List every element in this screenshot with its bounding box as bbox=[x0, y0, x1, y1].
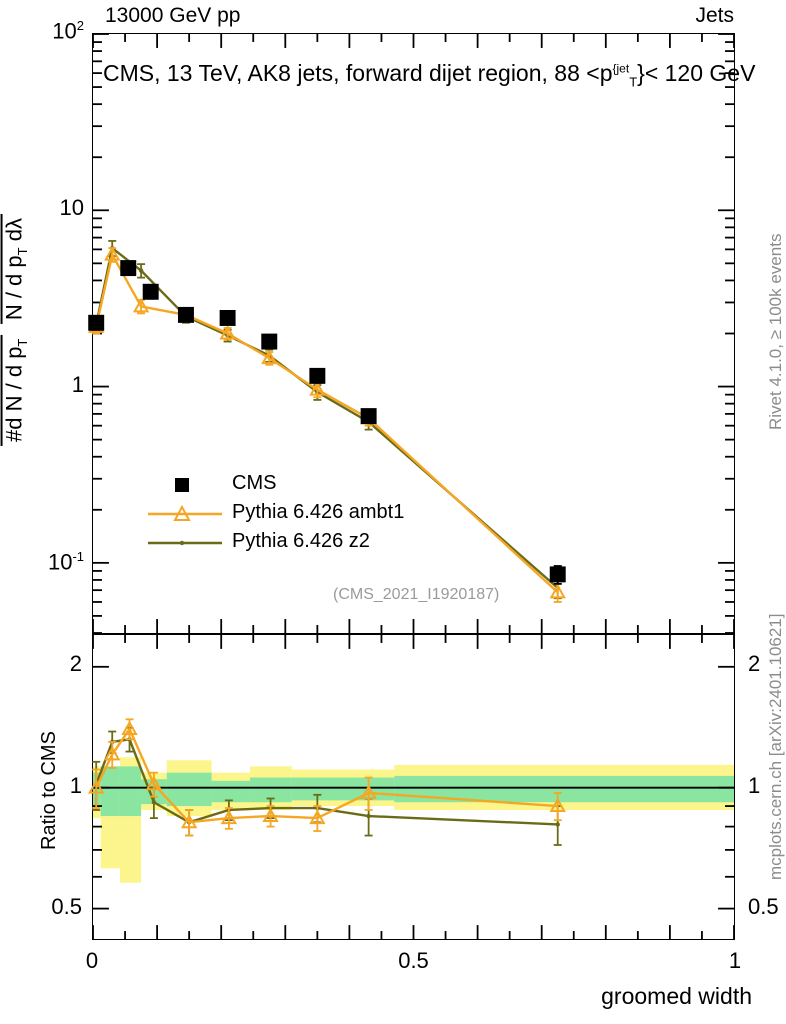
x-axis-title: groomed width bbox=[601, 983, 752, 1009]
ratio-y-tick-left-2: 0.5 bbox=[51, 894, 82, 920]
mcplots-source-label: mcplots.cern.ch [arXiv:2401.10621] bbox=[766, 613, 785, 880]
main-plot-panel bbox=[88, 33, 735, 634]
legend-label-cms: CMS bbox=[232, 472, 277, 494]
ratio-y-tick-right-1: 1 bbox=[748, 772, 761, 798]
main-y-tick-labels: 102 10 1 10-1 bbox=[0, 0, 88, 640]
x-tick-1: 0.5 bbox=[398, 948, 429, 973]
ratio-plot-panel bbox=[88, 634, 735, 940]
ratio-y-tick-labels-right: 2 1 0.5 bbox=[740, 634, 786, 944]
analysis-id-watermark: (CMS_2021_I1920187) bbox=[333, 586, 500, 603]
plot-title: CMS, 13 TeV, AK8 jets, forward dijet reg… bbox=[103, 60, 755, 90]
plot-title-sub: T bbox=[629, 74, 638, 90]
ylab-den-3: dλ bbox=[1, 218, 27, 248]
plot-title-suffix: }< 120 GeV bbox=[637, 60, 756, 86]
x-tick-2: 1 bbox=[728, 948, 742, 973]
ratio-y-axis-title: Ratio to CMS bbox=[38, 731, 60, 850]
main-y-tick-1: 10 bbox=[59, 194, 84, 220]
plot-title-prefix: CMS, 13 TeV, AK8 jets, forward dijet reg… bbox=[103, 60, 613, 86]
x-tick-labels: 0 0.5 1 bbox=[0, 948, 786, 978]
ratio-y-tick-right-0: 2 bbox=[748, 651, 761, 676]
ratio-y-tick-labels-left: 2 1 0.5 bbox=[0, 634, 88, 944]
ylab-den-2-sub: T bbox=[15, 247, 31, 256]
main-y-axis-title: 1 #d N / d pT #d2N N / d pT dλ bbox=[0, 214, 30, 446]
rivet-version-label: Rivet 4.1.0, ≥ 100k events bbox=[766, 233, 785, 430]
plot-title-sup: {jet bbox=[612, 61, 630, 76]
legend-marker-cms bbox=[175, 478, 189, 492]
ratio-y-tick-right-2: 0.5 bbox=[748, 894, 779, 920]
ratio-y-tick-left-1: 1 bbox=[69, 772, 82, 798]
ratio-y-tick-left-0: 2 bbox=[69, 651, 82, 676]
x-tick-0: 0 bbox=[85, 948, 99, 973]
ylab-num-2: #d N / d p bbox=[1, 346, 27, 442]
main-y-tick-0: 102 bbox=[52, 18, 84, 44]
main-y-tick-3: 10-1 bbox=[47, 548, 84, 574]
main-y-tick-2: 1 bbox=[71, 371, 84, 397]
header-beam-label: 13000 GeV pp bbox=[105, 4, 241, 27]
legend-marker-ambt1 bbox=[148, 504, 222, 521]
main-plot-canvas bbox=[88, 33, 735, 634]
ylab-den-2: N / d p bbox=[1, 255, 27, 321]
ylab-num-2-sub: T bbox=[15, 338, 31, 347]
legend-label-z2: Pythia 6.426 z2 bbox=[232, 530, 370, 552]
legend-marker-z2 bbox=[148, 540, 222, 546]
legend-label-ambt1: Pythia 6.426 ambt1 bbox=[232, 501, 405, 523]
header-category-label: Jets bbox=[695, 4, 734, 27]
ratio-plot-canvas bbox=[88, 635, 735, 939]
